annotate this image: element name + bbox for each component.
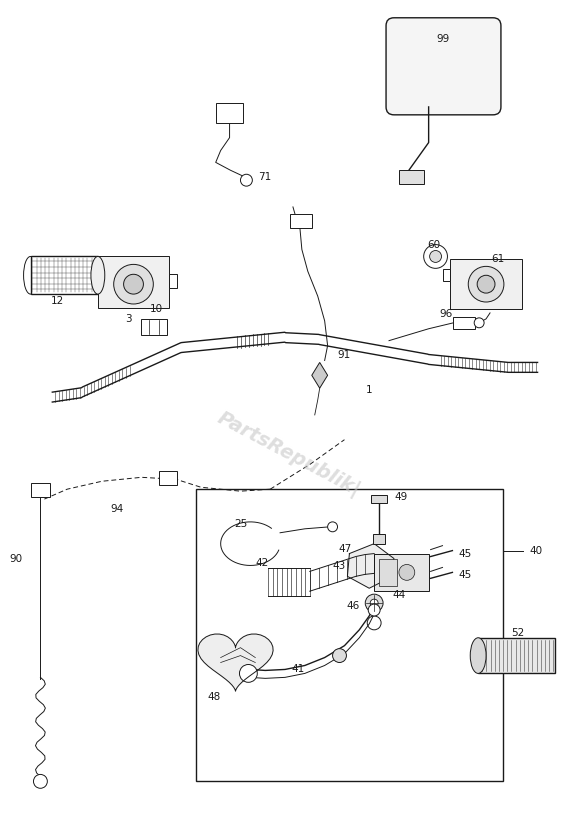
Text: 52: 52 [511,628,524,638]
Text: 45: 45 [458,549,471,559]
Text: 60: 60 [427,240,440,250]
Circle shape [368,604,380,616]
Text: 46: 46 [346,601,359,611]
Circle shape [328,522,338,532]
Circle shape [123,274,144,294]
Circle shape [370,599,378,607]
Bar [371,495,387,503]
Bar [379,559,397,586]
Bar [290,214,312,228]
Text: 48: 48 [207,692,220,702]
Text: 25: 25 [234,519,247,529]
Bar [451,259,522,309]
Text: 12: 12 [51,296,64,306]
Text: 71: 71 [258,172,272,182]
Polygon shape [312,363,328,388]
Bar [478,637,556,673]
Text: 1: 1 [366,385,373,395]
Bar [169,274,177,288]
Text: 42: 42 [255,559,268,568]
Text: 96: 96 [440,309,453,319]
Ellipse shape [24,256,38,294]
Bar [443,269,451,281]
Text: 40: 40 [530,546,543,555]
Circle shape [469,267,504,302]
Circle shape [241,174,252,186]
Circle shape [239,664,257,682]
Bar [454,317,475,328]
Polygon shape [198,634,273,691]
Circle shape [365,594,383,612]
Bar [399,170,424,185]
Ellipse shape [470,637,486,673]
Text: 44: 44 [392,590,406,600]
Circle shape [367,616,381,630]
Text: 43: 43 [333,562,346,572]
Circle shape [477,276,495,293]
Text: 47: 47 [338,544,351,554]
Bar [196,489,503,781]
Text: 90: 90 [9,554,23,563]
Circle shape [474,318,484,328]
Bar [216,103,243,123]
Text: 99: 99 [437,33,450,44]
Circle shape [424,245,447,268]
Bar [141,319,167,335]
Text: 94: 94 [110,504,123,514]
Circle shape [332,649,346,663]
Text: 3: 3 [125,314,132,324]
Circle shape [33,775,47,789]
Text: 49: 49 [394,492,407,502]
Bar [31,256,98,294]
Ellipse shape [91,256,105,294]
Bar [373,534,385,544]
Circle shape [114,264,153,304]
Bar [159,472,177,485]
Text: 91: 91 [338,350,351,360]
Circle shape [430,250,441,263]
Text: 45: 45 [458,571,471,580]
Bar [374,554,429,591]
Circle shape [399,564,415,580]
Polygon shape [347,544,394,589]
Bar [31,483,50,497]
Text: 41: 41 [291,664,305,675]
Text: 10: 10 [149,304,163,314]
Text: 61: 61 [492,254,505,264]
Text: PartsRepublik|: PartsRepublik| [213,409,364,501]
FancyBboxPatch shape [386,18,501,115]
Bar [98,256,169,308]
